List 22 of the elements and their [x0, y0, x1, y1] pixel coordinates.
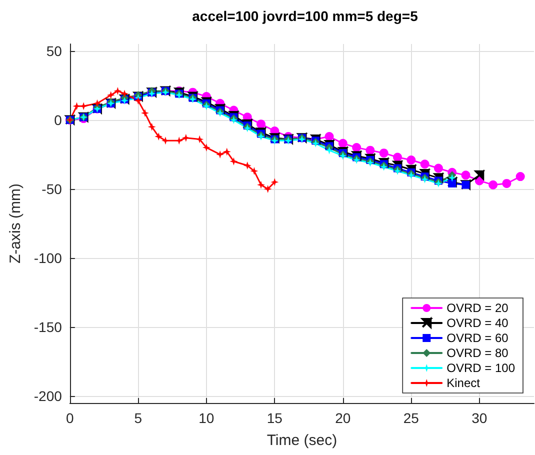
chart-title: accel=100 jovrd=100 mm=5 deg=5 [192, 8, 418, 24]
legend-label: Kinect [446, 376, 481, 390]
x-tick-label: 20 [335, 410, 351, 426]
x-axis-title: Time (sec) [266, 432, 338, 449]
x-tick-label: 15 [266, 410, 283, 426]
y-tick-label: 50 [46, 42, 62, 59]
legend-label: OVRD = 80 [446, 346, 509, 360]
x-tick-label: 5 [134, 410, 142, 426]
x-tick-label: 25 [403, 410, 420, 426]
y-tick-label: -50 [42, 180, 62, 197]
x-tick-label: 10 [198, 410, 214, 426]
legend-label: OVRD = 20 [446, 301, 509, 315]
y-tick-label: -100 [34, 250, 62, 266]
legend-label: OVRD = 40 [446, 316, 509, 330]
legend-label: OVRD = 100 [446, 361, 516, 375]
x-tick-label: 0 [66, 410, 74, 426]
y-tick-label: -200 [34, 388, 62, 404]
x-tick-label: 30 [472, 410, 488, 426]
y-tick-label: 0 [54, 112, 62, 128]
y-tick-label: -150 [34, 319, 62, 336]
y-axis-title: Z-axis (mm) [7, 184, 24, 264]
legend-label: OVRD = 60 [446, 331, 509, 345]
